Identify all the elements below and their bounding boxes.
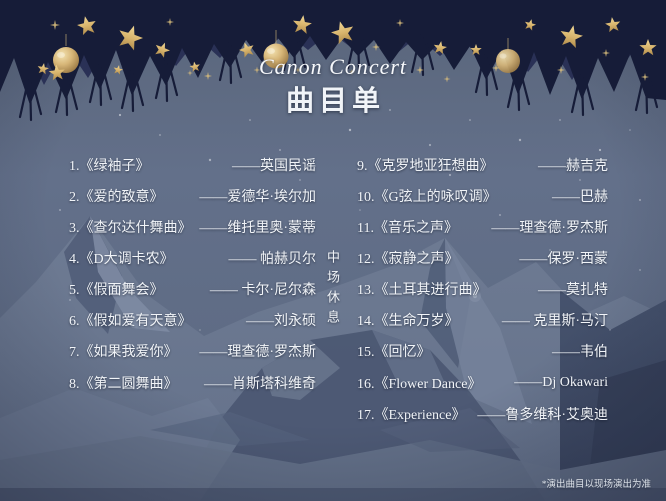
song-title: 16.《Flower Dance》 <box>357 376 482 392</box>
program-item: 12.《寂静之声》 ——保罗·西蒙 <box>357 242 608 273</box>
song-title: 11.《音乐之声》 <box>357 220 458 236</box>
intermission-label: 中场休息 <box>325 250 340 330</box>
ornament-ball-icon <box>53 47 79 73</box>
song-title: 8.《第二圆舞曲》 <box>69 376 178 392</box>
program-item: 5.《假面舞会》 —— 卡尔·尼尔森 <box>69 274 316 305</box>
song-composer: —— 克里斯·马汀 <box>501 314 608 330</box>
song-title: 13.《土耳其进行曲》 <box>357 283 487 299</box>
program-item: 15.《回忆》 ——韦伯 <box>357 336 608 367</box>
program-item: 16.《Flower Dance》 ——Dj Okawari <box>357 367 608 398</box>
program-item: 11.《音乐之声》 ——理查德·罗杰斯 <box>357 211 608 242</box>
song-title: 2.《爱的致意》 <box>69 189 164 205</box>
song-composer: —— 帕赫贝尔 <box>228 251 317 267</box>
song-title: 7.《如果我爱你》 <box>69 345 178 361</box>
program-item: 1.《绿袖子》 ——英国民谣 <box>69 149 316 180</box>
song-composer: ——保罗·西蒙 <box>519 251 608 267</box>
song-composer: ——巴赫 <box>552 189 608 205</box>
pine-garland-decoration <box>0 0 666 122</box>
song-title: 1.《绿袖子》 <box>69 158 150 174</box>
song-composer: ——Dj Okawari <box>514 374 608 390</box>
song-composer: ——鲁多维科·艾奥迪 <box>477 407 608 423</box>
song-title: 15.《回忆》 <box>357 345 431 361</box>
poster-title-english: Canon Concert <box>258 54 408 79</box>
song-composer: ——肖斯塔科维奇 <box>204 376 316 392</box>
song-title: 17.《Experience》 <box>357 407 466 423</box>
song-title: 3.《查尔达什舞曲》 <box>69 220 192 236</box>
song-title: 14.《生命万岁》 <box>357 314 459 330</box>
song-title: 10.《G弦上的咏叹调》 <box>357 189 497 205</box>
song-composer: ——莫扎特 <box>538 283 608 299</box>
program-list-left: 1.《绿袖子》 ——英国民谣 2.《爱的致意》 ——爱德华·埃尔加 3.《查尔达什舞… <box>69 149 316 398</box>
song-title: 9.《克罗地亚狂想曲》 <box>357 158 494 174</box>
song-title: 6.《假如爱有天意》 <box>69 314 192 330</box>
ornament-ball-icon <box>263 43 289 69</box>
program-item: 14.《生命万岁》 —— 克里斯·马汀 <box>357 305 608 336</box>
program-item: 6.《假如爱有天意》 ——刘永硕 <box>69 305 316 336</box>
song-composer: ——刘永硕 <box>246 314 316 330</box>
song-composer: ——英国民谣 <box>232 158 316 174</box>
program-item: 2.《爱的致意》 ——爱德华·埃尔加 <box>69 180 316 211</box>
song-composer: —— 卡尔·尼尔森 <box>209 283 316 299</box>
ornament-ball-icon <box>496 49 520 73</box>
program-item: 3.《查尔达什舞曲》 ——维托里奥·蒙蒂 <box>69 211 316 242</box>
song-title: 4.《D大调卡农》 <box>69 251 174 267</box>
song-composer: ——维托里奥·蒙蒂 <box>199 220 316 236</box>
program-item: 7.《如果我爱你》 ——理查德·罗杰斯 <box>69 336 316 367</box>
song-composer: ——韦伯 <box>552 345 608 361</box>
song-composer: ——理查德·罗杰斯 <box>491 220 608 236</box>
program-item: 9.《克罗地亚狂想曲》 ——赫吉克 <box>357 149 608 180</box>
poster-title-chinese: 曲目单 <box>285 86 385 117</box>
pine-needles <box>18 28 659 122</box>
song-title: 5.《假面舞会》 <box>69 283 164 299</box>
program-item: 8.《第二圆舞曲》 ——肖斯塔科维奇 <box>69 367 316 398</box>
program-item: 17.《Experience》 ——鲁多维科·艾奥迪 <box>357 398 608 429</box>
song-title: 12.《寂静之声》 <box>357 251 459 267</box>
song-composer: ——赫吉克 <box>538 158 608 174</box>
program-item: 10.《G弦上的咏叹调》 ——巴赫 <box>357 180 608 211</box>
footnote: *演出曲目以现场演出为准 <box>541 480 651 490</box>
program-item: 4.《D大调卡农》 —— 帕赫贝尔 <box>69 242 316 273</box>
song-composer: ——理查德·罗杰斯 <box>199 345 316 361</box>
song-composer: ——爱德华·埃尔加 <box>199 189 316 205</box>
program-item: 13.《土耳其进行曲》 ——莫扎特 <box>357 274 608 305</box>
ornament-balls <box>53 30 520 73</box>
program-list-right: 9.《克罗地亚狂想曲》 ——赫吉克 10.《G弦上的咏叹调》 ——巴赫 11.《音乐… <box>357 149 608 429</box>
